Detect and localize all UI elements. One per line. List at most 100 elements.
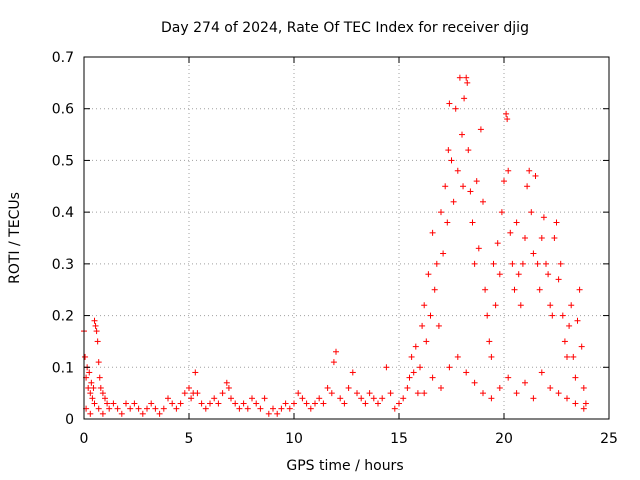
data-point — [445, 147, 452, 154]
data-point — [429, 374, 436, 381]
data-point — [532, 172, 539, 179]
data-point — [477, 126, 484, 133]
data-point — [307, 405, 314, 412]
x-tick-label: 10 — [285, 431, 303, 447]
data-point — [87, 410, 94, 417]
data-point — [236, 405, 243, 412]
data-point — [88, 379, 95, 386]
data-point — [555, 390, 562, 397]
data-point — [291, 400, 297, 407]
data-point — [423, 338, 430, 345]
x-tick-label: 25 — [600, 431, 618, 447]
data-point — [118, 410, 125, 417]
data-point — [505, 167, 512, 174]
plot-frame — [83, 56, 610, 420]
data-point — [375, 400, 381, 407]
data-point — [488, 353, 495, 360]
data-point — [517, 302, 524, 309]
y-tick-label: 0.7 — [52, 50, 74, 66]
y-axis-label: ROTI / TECUs — [7, 192, 23, 284]
data-point — [564, 395, 570, 402]
grid — [84, 57, 609, 419]
data-point — [370, 395, 377, 402]
data-point — [139, 410, 146, 417]
data-point — [467, 188, 474, 195]
data-point — [469, 219, 476, 226]
data-point — [454, 167, 461, 174]
data-point — [316, 395, 323, 402]
data-point — [95, 359, 102, 366]
data-point — [471, 260, 478, 267]
data-point — [102, 395, 108, 402]
data-point — [576, 286, 583, 293]
data-point — [547, 384, 554, 391]
data-point — [165, 395, 171, 402]
x-tick-label: 5 — [185, 431, 194, 447]
data-point — [410, 369, 417, 376]
data-point — [219, 390, 226, 397]
data-point — [320, 400, 327, 407]
data-point — [257, 405, 264, 412]
data-point — [480, 390, 486, 397]
data-point — [513, 390, 520, 397]
data-point — [215, 400, 222, 407]
data-point — [408, 353, 415, 360]
data-point — [391, 405, 398, 412]
data-point — [253, 400, 260, 407]
data-point — [421, 390, 428, 397]
data-point — [349, 369, 356, 376]
data-point — [488, 395, 495, 402]
data-point — [265, 410, 272, 417]
data-point — [123, 400, 129, 407]
data-point — [278, 405, 285, 412]
data-point — [530, 250, 537, 257]
data-point — [515, 271, 522, 278]
data-point — [431, 286, 438, 293]
data-point — [419, 322, 426, 329]
data-point — [282, 400, 289, 407]
data-point — [181, 390, 188, 397]
data-point — [93, 328, 100, 335]
data-point — [511, 286, 518, 293]
data-point — [177, 400, 184, 407]
data-point — [553, 219, 560, 226]
data-point — [330, 359, 337, 366]
data-point — [156, 410, 163, 417]
data-point — [526, 167, 533, 174]
data-point — [225, 384, 232, 391]
data-point — [580, 384, 587, 391]
data-point — [496, 271, 503, 278]
data-point — [429, 229, 436, 236]
data-point — [86, 369, 93, 376]
y-tick-label: 0 — [65, 412, 74, 428]
data-point — [414, 390, 421, 397]
data-point — [400, 395, 407, 402]
data-point — [404, 384, 411, 391]
data-point — [482, 286, 489, 293]
data-point — [354, 390, 360, 397]
data-point — [475, 245, 482, 252]
data-point — [473, 178, 480, 185]
data-point — [463, 74, 470, 81]
data-point — [379, 395, 386, 402]
data-point — [312, 400, 318, 407]
data-point — [574, 317, 581, 324]
data-point — [460, 183, 467, 190]
data-point — [522, 379, 528, 386]
data-point — [440, 250, 447, 257]
data-point — [169, 400, 176, 407]
data-point — [559, 312, 566, 319]
data-point — [417, 364, 423, 371]
data-point — [173, 405, 180, 412]
data-point — [446, 364, 453, 371]
data-point — [509, 260, 516, 267]
y-tick-label: 0.6 — [52, 102, 74, 118]
data-point — [452, 105, 459, 112]
data-point — [494, 240, 501, 247]
data-point — [578, 343, 585, 350]
data-point — [496, 384, 503, 391]
data-point — [211, 395, 218, 402]
axis-ticks: 0 5 10 15 20 25 0 0.1 0.2 0.3 0.4 0.5 0.6 0.7 — [52, 50, 618, 447]
data-point — [528, 209, 535, 216]
data-point — [127, 405, 134, 412]
